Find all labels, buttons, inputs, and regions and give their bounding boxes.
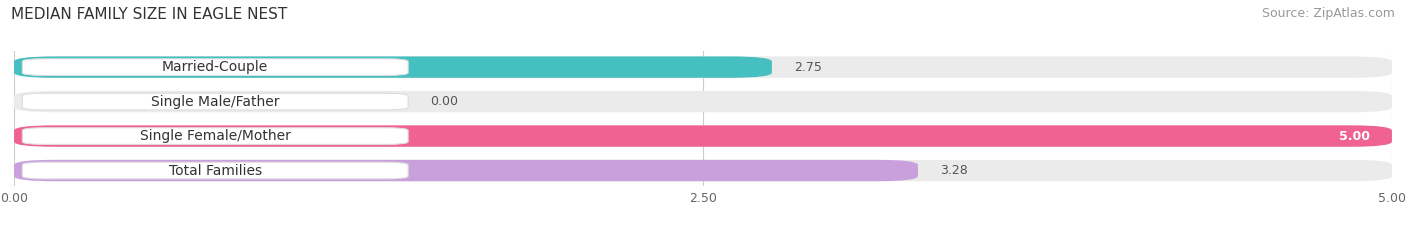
Text: 0.00: 0.00 (430, 95, 458, 108)
Text: Total Families: Total Families (169, 164, 262, 178)
Text: Single Male/Father: Single Male/Father (150, 95, 280, 109)
FancyBboxPatch shape (22, 162, 408, 179)
FancyBboxPatch shape (14, 160, 918, 181)
FancyBboxPatch shape (14, 125, 1392, 147)
Text: 2.75: 2.75 (794, 61, 823, 74)
FancyBboxPatch shape (14, 125, 1392, 147)
FancyBboxPatch shape (14, 56, 1392, 78)
Text: Single Female/Mother: Single Female/Mother (139, 129, 291, 143)
FancyBboxPatch shape (14, 56, 772, 78)
FancyBboxPatch shape (22, 128, 408, 144)
FancyBboxPatch shape (22, 93, 408, 110)
Text: Source: ZipAtlas.com: Source: ZipAtlas.com (1261, 7, 1395, 20)
FancyBboxPatch shape (14, 91, 1392, 112)
Text: MEDIAN FAMILY SIZE IN EAGLE NEST: MEDIAN FAMILY SIZE IN EAGLE NEST (11, 7, 287, 22)
Text: Married-Couple: Married-Couple (162, 60, 269, 74)
Text: 3.28: 3.28 (941, 164, 967, 177)
FancyBboxPatch shape (14, 160, 1392, 181)
FancyBboxPatch shape (22, 59, 408, 75)
Text: 5.00: 5.00 (1339, 130, 1369, 143)
